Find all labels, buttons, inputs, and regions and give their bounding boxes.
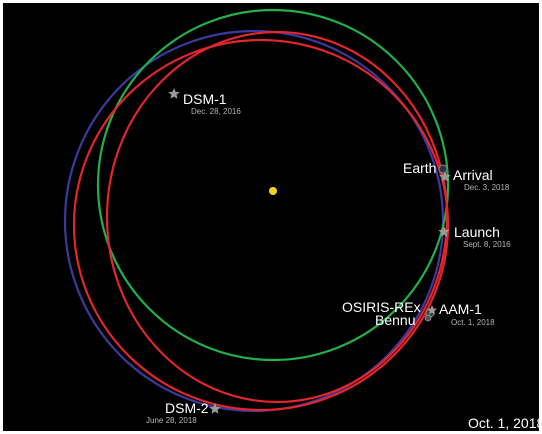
star-marker-icon — [427, 305, 437, 315]
dsm1-date: Dec. 28, 2016 — [191, 107, 241, 116]
star-marker-icon — [439, 171, 451, 182]
dsm2-label: DSM-2 — [165, 400, 209, 416]
aam1-date: Oct. 1, 2018 — [451, 318, 495, 327]
bennu-icon — [424, 314, 432, 322]
osiris-rex-label: OSIRIS-REx — [342, 299, 421, 315]
star-marker-icon — [168, 88, 180, 99]
launch-label: Launch — [454, 224, 500, 240]
launch-date: Sept. 8, 2016 — [463, 240, 511, 249]
star-marker-icon — [209, 403, 221, 414]
earth-icon — [438, 164, 448, 174]
bennu-orbit — [63, 29, 445, 413]
star-marker-icon — [438, 226, 450, 237]
arrival-label: Arrival — [453, 167, 493, 183]
earth-orbit — [96, 8, 450, 362]
spacecraft-orbit-inner — [105, 30, 449, 404]
bennu-label: Bennu — [375, 312, 415, 328]
sun-icon — [269, 187, 277, 195]
arrival-date: Dec. 3, 2018 — [464, 183, 510, 192]
dsm2-date: June 28, 2018 — [146, 416, 197, 425]
orbit-diagram: DSM-1 Dec. 28, 2016 Earth Arrival Dec. 3… — [63, 8, 539, 431]
earth-label: Earth — [403, 160, 436, 176]
spacecraft-orbit-outer — [72, 38, 450, 412]
dsm1-label: DSM-1 — [183, 91, 227, 107]
orbit-diagram-canvas: DSM-1 Dec. 28, 2016 Earth Arrival Dec. 3… — [3, 3, 539, 431]
current-date-stamp: Oct. 1, 2018 — [468, 415, 539, 431]
aam1-label: AAM-1 — [439, 301, 482, 317]
